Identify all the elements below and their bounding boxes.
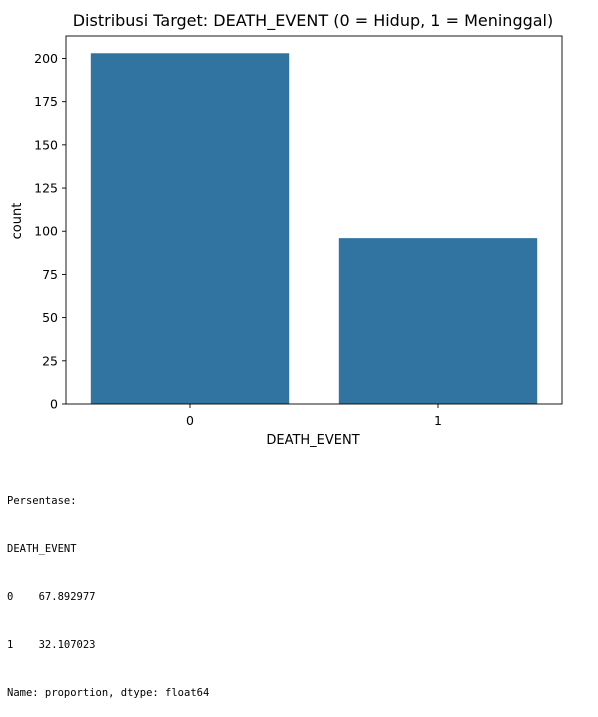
output-line: Name: proportion, dtype: float64 <box>7 687 210 699</box>
chart-title: Distribusi Target: DEATH_EVENT (0 = Hidu… <box>73 11 554 31</box>
bar-1 <box>338 238 538 404</box>
output-line: 1 32.107023 <box>7 639 96 651</box>
y-tick-label: 175 <box>34 94 58 109</box>
bar-0 <box>90 53 290 404</box>
console-output: Persentase: DEATH_EVENT 0 67.892977 1 32… <box>7 461 209 717</box>
output-line: DEATH_EVENT <box>7 543 77 555</box>
y-tick-label: 0 <box>50 397 58 412</box>
y-tick-label: 150 <box>34 137 58 152</box>
y-tick-label: 75 <box>42 267 58 282</box>
x-axis-label: DEATH_EVENT <box>266 433 359 448</box>
y-tick-label: 200 <box>34 51 58 66</box>
output-line: Persentase: <box>7 495 77 507</box>
y-tick-label: 25 <box>42 353 58 368</box>
output-line: 0 67.892977 <box>7 591 96 603</box>
bar-chart: Distribusi Target: DEATH_EVENT (0 = Hidu… <box>10 11 563 448</box>
y-tick-label: 125 <box>34 181 58 196</box>
x-tick-label: 0 <box>186 413 194 428</box>
plot-frame <box>65 35 563 405</box>
y-tick-label: 100 <box>34 224 58 239</box>
bars-layer <box>90 53 538 404</box>
x-tick-label: 1 <box>434 413 442 428</box>
y-axis: 0 25 50 75 100 125 150 175 200 <box>34 51 66 412</box>
y-tick-label: 50 <box>42 310 58 325</box>
y-axis-label: count <box>10 203 25 240</box>
